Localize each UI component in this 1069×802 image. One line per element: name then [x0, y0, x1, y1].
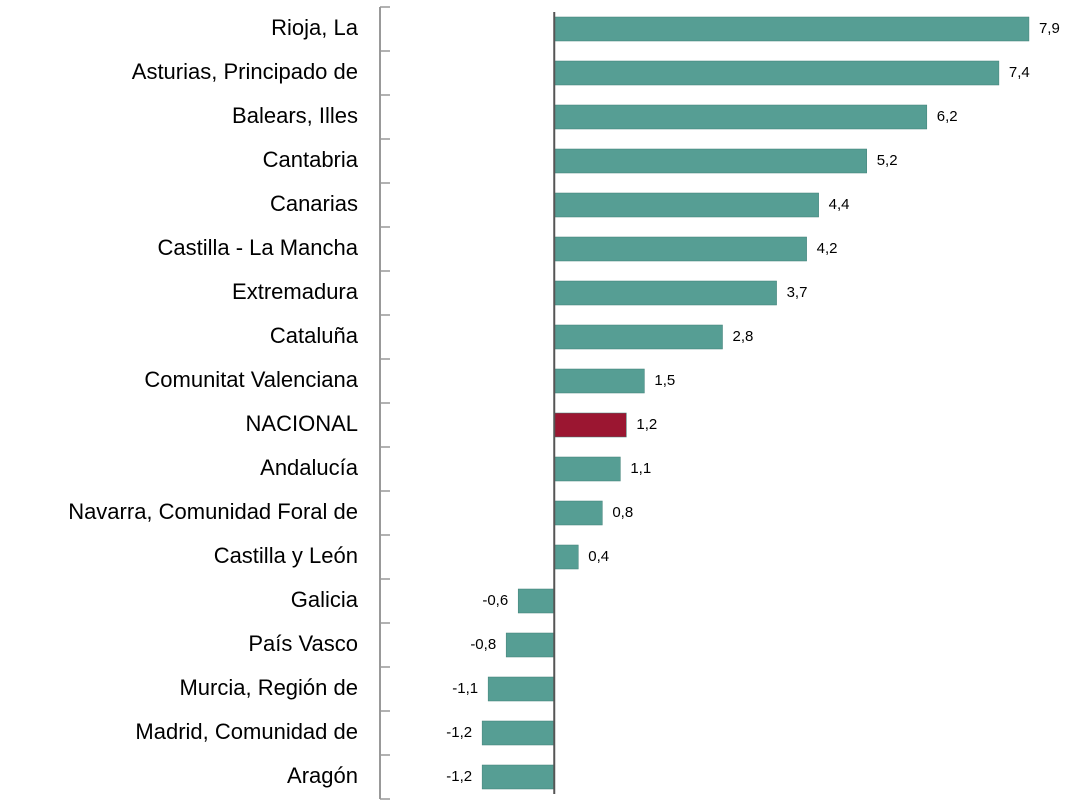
bar [554, 60, 1000, 86]
category-label: Castilla - La Mancha [157, 235, 358, 260]
category-label: Aragón [287, 763, 358, 788]
bar [554, 500, 603, 526]
bar [554, 16, 1030, 42]
bar [554, 324, 723, 350]
category-label: Extremadura [232, 279, 359, 304]
bar [554, 148, 867, 174]
value-label: -1,2 [446, 724, 472, 741]
bar [554, 104, 928, 130]
category-label: Cataluña [270, 323, 359, 348]
value-label: 1,1 [630, 460, 651, 477]
bar [481, 720, 555, 746]
value-label: 7,9 [1039, 20, 1060, 37]
bar [487, 676, 555, 702]
bar [554, 456, 621, 482]
value-label: -1,1 [452, 680, 478, 697]
category-label: Castilla y León [214, 543, 358, 568]
value-label: 1,2 [636, 416, 657, 433]
category-label: Asturias, Principado de [132, 59, 358, 84]
category-label: Madrid, Comunidad de [135, 719, 358, 744]
value-label: -1,2 [446, 768, 472, 785]
value-label: 6,2 [937, 108, 958, 125]
value-label: 4,4 [829, 196, 850, 213]
value-label: 3,7 [787, 284, 808, 301]
category-label: Andalucía [260, 455, 359, 480]
bar [505, 632, 555, 658]
value-label: 5,2 [877, 152, 898, 169]
bar [481, 764, 555, 790]
value-label: 4,2 [817, 240, 838, 257]
category-label: País Vasco [248, 631, 358, 656]
value-label: -0,6 [482, 592, 508, 609]
category-label: Comunitat Valenciana [144, 367, 358, 392]
value-label: 2,8 [733, 328, 754, 345]
category-label: Cantabria [263, 147, 359, 172]
category-label: Canarias [270, 191, 358, 216]
value-label: 1,5 [654, 372, 675, 389]
bar [554, 412, 627, 438]
category-label: Galicia [291, 587, 359, 612]
bar [517, 588, 555, 614]
category-label: Rioja, La [271, 15, 359, 40]
value-label: 0,4 [588, 548, 609, 565]
category-label: Navarra, Comunidad Foral de [68, 499, 358, 524]
category-label: Balears, Illes [232, 103, 358, 128]
value-label: -0,8 [470, 636, 496, 653]
bar [554, 368, 645, 394]
category-label: NACIONAL [246, 411, 358, 436]
bar [554, 192, 819, 218]
bar [554, 280, 777, 306]
category-label: Murcia, Región de [179, 675, 358, 700]
value-label: 7,4 [1009, 64, 1030, 81]
bar [554, 544, 579, 570]
value-label: 0,8 [612, 504, 633, 521]
bar [554, 236, 807, 262]
